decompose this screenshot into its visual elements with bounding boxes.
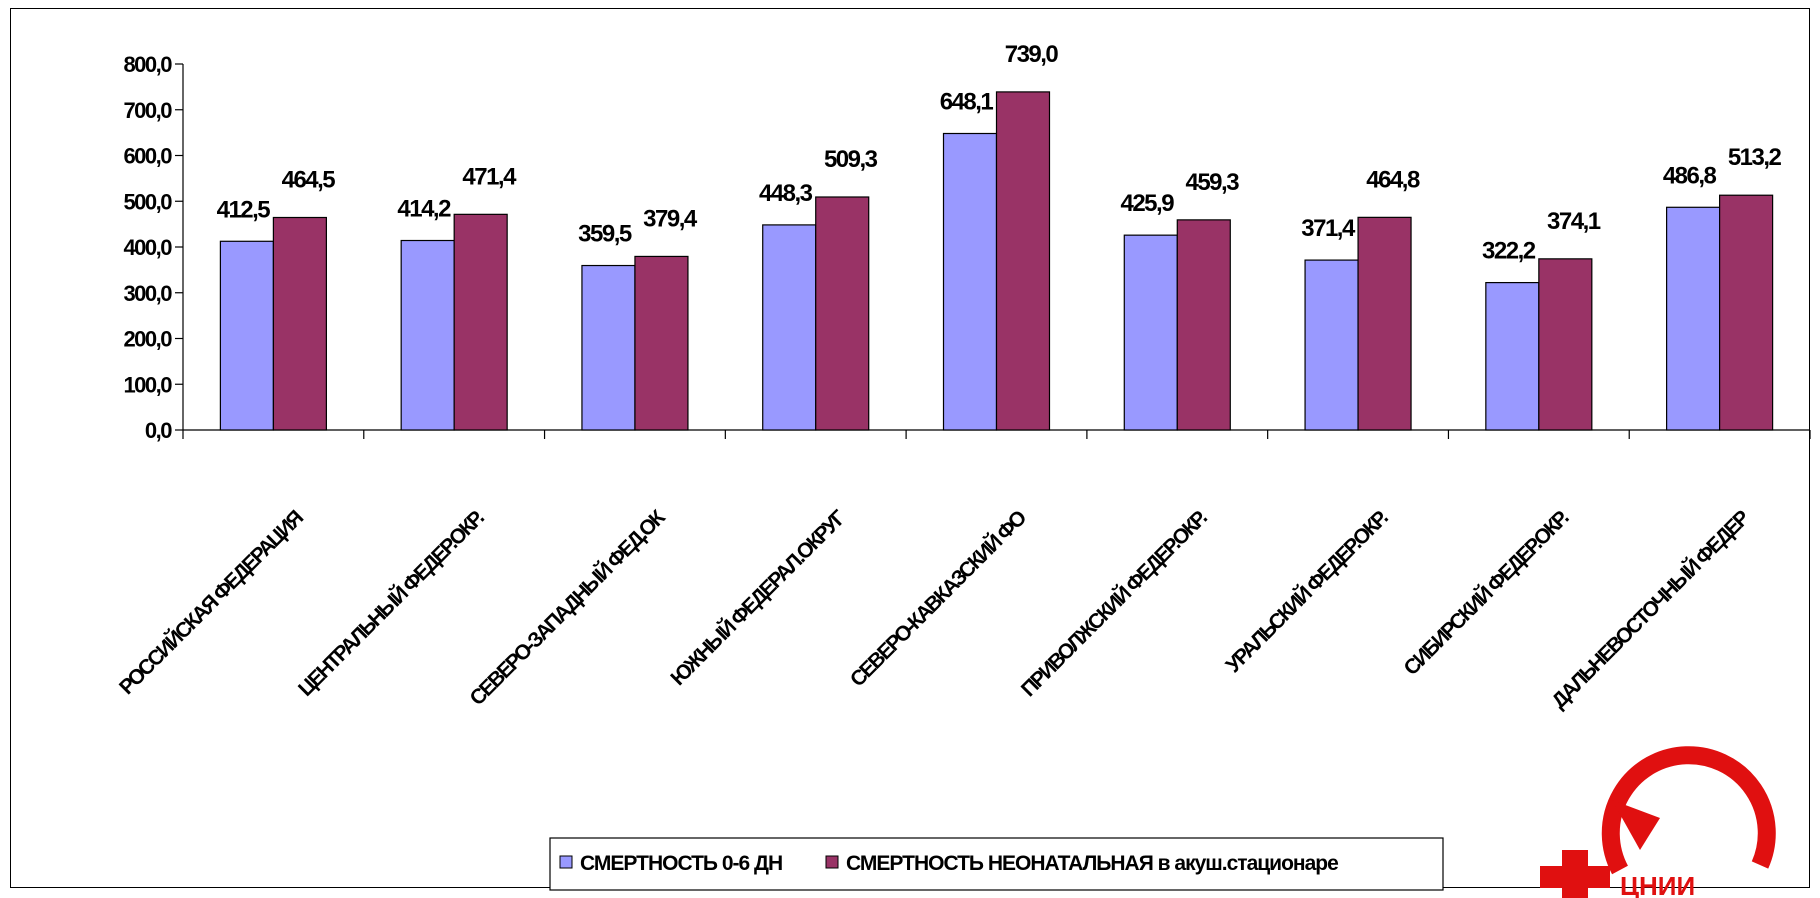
data-label: 459,3: [1185, 169, 1239, 196]
category-label: РОССИЙСКАЯ ФЕДЕРАЦИЯ: [114, 506, 307, 699]
data-label: 448,3: [759, 180, 813, 207]
y-tick-label: 100,0: [123, 372, 172, 397]
bar-series-1: [400, 239, 455, 431]
data-label: 471,4: [462, 163, 517, 190]
legend-swatch-series-2: [825, 855, 839, 869]
bar-series-2: [995, 91, 1051, 431]
bar-series-1: [1485, 281, 1540, 431]
data-label: 509,3: [824, 146, 878, 173]
logo-text: ЦНИИ: [1620, 871, 1695, 898]
data-label: 371,4: [1301, 215, 1356, 242]
bar-series-2: [272, 216, 327, 431]
y-tick-label: 600,0: [123, 144, 172, 169]
y-tick-label: 700,0: [123, 98, 172, 123]
x-axis: [182, 429, 1811, 439]
category-label: ПРИВОЛЖСКИЙ ФЕДЕР.ОКР.: [1016, 506, 1212, 702]
y-tick-label: 500,0: [123, 189, 172, 214]
logo-arrow-ring: [1601, 746, 1776, 875]
red-cross-arrow-logo: ЦНИИ: [1540, 746, 1776, 898]
logo-cross-horizontal: [1540, 866, 1610, 888]
y-tick-label: 200,0: [123, 327, 172, 352]
category-label: СИБИРСКИЙ ФЕДЕР.ОКР.: [1399, 506, 1573, 680]
bar-series-1: [762, 224, 817, 431]
data-label: 464,5: [282, 166, 336, 193]
logo-arrow-head: [1612, 800, 1660, 850]
bar-series-1: [1666, 206, 1721, 431]
y-axis: 0,0 100,0 200,0 300,0 400,0 500,0 600,0 700,0 80…: [123, 52, 184, 443]
category-label: УРАЛЬСКИЙ ФЕДЕР.ОКР.: [1221, 506, 1393, 678]
bar-series-2: [1176, 219, 1231, 431]
data-label: 464,8: [1366, 166, 1420, 193]
category-label: СЕВЕРО-КАВКАЗСКИЙ ФО: [845, 505, 1031, 691]
bars: [219, 91, 1774, 431]
legend-label-series-2: СМЕРТНОСТЬ НЕОНАТАЛЬНАЯ в акуш.стационар…: [846, 852, 1338, 875]
bar-series-1: [219, 240, 274, 431]
bar-series-2: [1719, 194, 1774, 431]
bar-series-2: [1357, 216, 1412, 431]
data-label: 374,1: [1547, 208, 1601, 235]
data-label: 414,2: [397, 196, 451, 223]
y-tick-label: 0,0: [145, 418, 172, 443]
bar-series-1: [942, 132, 998, 431]
category-label: ДАЛЬНЕВОСТОЧНЫЙ ФЕДЕР: [1547, 505, 1755, 713]
category-label: ЦЕНТРАЛЬНЫЙ ФЕДЕР.ОКР.: [293, 506, 488, 701]
legend-box: [549, 837, 1444, 891]
data-label: 739,0: [1005, 41, 1059, 68]
data-label: 486,8: [1663, 162, 1717, 189]
legend-swatch-series-1: [559, 855, 573, 869]
bar-series-1: [1123, 234, 1178, 431]
data-label: 412,5: [217, 196, 271, 223]
bar-series-1: [581, 264, 636, 431]
data-label: 513,2: [1728, 144, 1782, 171]
legend-label-series-1: СМЕРТНОСТЬ 0-6 ДН: [580, 852, 782, 875]
data-label: 379,4: [643, 205, 698, 232]
bar-series-2: [634, 255, 689, 431]
bar-series-1: [1304, 259, 1359, 431]
bar-series-2: [453, 213, 508, 431]
y-tick-label: 400,0: [123, 235, 172, 260]
category-label: СЕВЕРО-ЗАПАДНЫЙ ФЕД.ОК: [465, 505, 670, 710]
data-label: 425,9: [1120, 190, 1174, 217]
data-label: 648,1: [940, 88, 994, 115]
data-label: 359,5: [578, 221, 632, 248]
data-label: 322,2: [1482, 238, 1536, 265]
bar-series-2: [1538, 258, 1593, 431]
y-tick-label: 300,0: [123, 281, 172, 306]
category-label: ЮЖНЫЙ ФЕДЕРАЛ.ОКРУГ: [666, 505, 851, 690]
bar-series-2: [815, 196, 870, 431]
legend: СМЕРТНОСТЬ 0-6 ДН СМЕРТНОСТЬ НЕОНАТАЛЬНА…: [549, 837, 1444, 891]
y-tick-label: 800,0: [123, 52, 172, 77]
data-labels: 412,5 464,5 414,2 471,4 359,5 379,4 448,3 509,3…: [217, 41, 1783, 265]
